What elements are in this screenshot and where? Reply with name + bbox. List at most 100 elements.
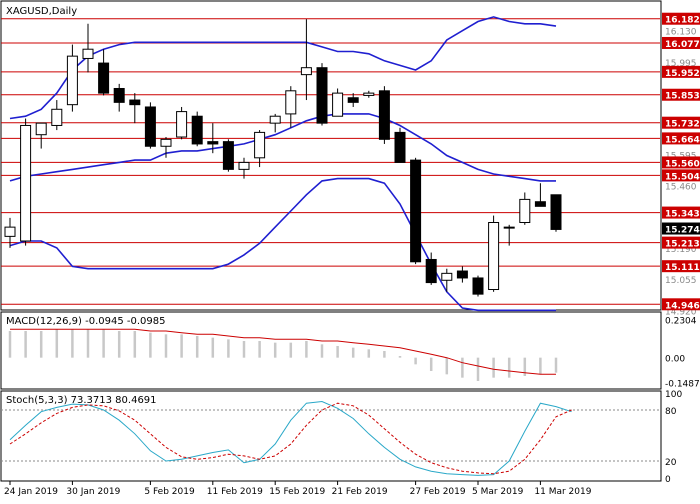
price-axis-label: 16.130 bbox=[665, 28, 697, 38]
current-price-tag: 15.274 bbox=[662, 222, 700, 236]
stochastic-main-line bbox=[9, 400, 572, 476]
level-tag-label: 15.560 bbox=[665, 159, 700, 169]
candle-body bbox=[269, 115, 281, 124]
candle-body bbox=[550, 194, 562, 230]
candle-body bbox=[472, 277, 484, 295]
level-tag-bg bbox=[662, 132, 700, 145]
level-tag-label: 15.732 bbox=[665, 120, 700, 130]
candle-body bbox=[316, 67, 328, 124]
candle-body bbox=[160, 138, 172, 147]
time-axis: 24 Jan 2019 30 Jan 2019 5 Feb 2019 11 Feb 2… bbox=[4, 481, 592, 497]
candle-body bbox=[129, 99, 141, 106]
candle-body bbox=[35, 122, 47, 136]
level-tag-bg bbox=[662, 206, 700, 219]
time-axis-label: 11 Feb 2019 bbox=[207, 487, 263, 497]
macd-panel bbox=[0, 311, 662, 390]
candle-body bbox=[441, 272, 453, 281]
candle-body bbox=[456, 270, 468, 279]
macd-axis: 0.2304 0.00 -0.1487 bbox=[665, 316, 700, 389]
level-tag-label: 16.182 bbox=[665, 16, 700, 26]
candle-body bbox=[503, 226, 515, 229]
time-axis-label: 5 Mar 2019 bbox=[472, 487, 524, 497]
stochastic-title: Stoch(5,3,3) 73.3713 80.4691 bbox=[6, 395, 157, 406]
bollinger-bands bbox=[9, 16, 557, 312]
level-tag-label: 15.343 bbox=[665, 210, 700, 220]
stochastic-plot bbox=[1, 400, 660, 476]
level-tag-bg bbox=[662, 65, 700, 78]
macd-axis-label: -0.1487 bbox=[665, 379, 700, 389]
bollinger-lower-line bbox=[9, 177, 556, 312]
candle-body bbox=[144, 106, 156, 147]
candle-body bbox=[347, 97, 359, 103]
candle-body bbox=[222, 141, 234, 170]
level-tag-bg bbox=[662, 36, 700, 49]
level-tag-label: 15.504 bbox=[665, 172, 700, 182]
price-axis-label: 15.595 bbox=[665, 151, 697, 161]
chart-title: XAGUSD,Daily bbox=[6, 6, 77, 17]
level-tag-bg bbox=[662, 12, 700, 25]
candle-body bbox=[534, 201, 546, 207]
candle-body bbox=[113, 87, 125, 103]
price-axis: 16.130 15.995 15.595 15.460 15.190 15.055 14.9… bbox=[665, 28, 697, 318]
current-price-bg bbox=[662, 222, 700, 235]
level-tag-label: 15.664 bbox=[665, 135, 700, 145]
time-axis-label: 24 Jan 2019 bbox=[4, 487, 58, 497]
time-axis-label: 27 Feb 2019 bbox=[410, 487, 466, 497]
macd-signal-line bbox=[10, 328, 556, 375]
candle-body bbox=[300, 67, 312, 76]
level-tag-bg bbox=[662, 116, 700, 129]
stochastic-axis-label: 20 bbox=[665, 458, 677, 468]
main-chart-panel bbox=[0, 0, 662, 311]
time-axis-label: 5 Feb 2019 bbox=[144, 487, 195, 497]
macd-axis-label: 0.2304 bbox=[665, 316, 697, 326]
candle-body bbox=[207, 141, 219, 145]
level-tag-label: 15.952 bbox=[665, 69, 700, 79]
candle-body bbox=[254, 131, 266, 159]
candle-body bbox=[332, 92, 344, 117]
candle-body bbox=[378, 90, 390, 140]
macd-axis-label: 0.00 bbox=[665, 355, 685, 365]
current-price-label: 15.274 bbox=[665, 226, 700, 236]
candle-body bbox=[410, 159, 422, 263]
time-axis-label: 15 Feb 2019 bbox=[269, 487, 325, 497]
candlesticks bbox=[4, 19, 562, 297]
price-axis-label: 15.460 bbox=[665, 183, 697, 193]
price-axis-label: 15.190 bbox=[665, 245, 697, 255]
stochastic-axis: 100 80 20 0 bbox=[665, 390, 682, 485]
time-axis-label: 30 Jan 2019 bbox=[66, 487, 120, 497]
candle-body bbox=[20, 124, 32, 242]
level-tag-label: 15.111 bbox=[665, 263, 700, 273]
time-axis-label: 11 Mar 2019 bbox=[534, 487, 591, 497]
level-tag-bg bbox=[662, 298, 700, 311]
level-tag-bg bbox=[662, 156, 700, 169]
stochastic-axis-label: 100 bbox=[665, 390, 682, 400]
candle-body bbox=[238, 161, 250, 170]
price-axis-label: 15.055 bbox=[665, 276, 697, 286]
price-axis-label: 15.995 bbox=[665, 59, 697, 69]
candle-body bbox=[285, 90, 297, 115]
bollinger-middle-line bbox=[9, 113, 556, 182]
level-tag-label: 15.213 bbox=[665, 240, 700, 250]
price-axis-label: 14.920 bbox=[665, 307, 697, 317]
stochastic-axis-label: 80 bbox=[665, 407, 677, 417]
level-price-tags: 16.182 16.077 15.952 15.853 15.732 15.664 15.5… bbox=[662, 12, 700, 311]
level-tag-bg bbox=[662, 236, 700, 249]
candle-body bbox=[98, 62, 110, 94]
stochastic-signal-line bbox=[9, 402, 572, 475]
level-tag-bg bbox=[662, 169, 700, 182]
candle-body bbox=[176, 111, 188, 138]
candle-body bbox=[51, 108, 63, 126]
level-tag-bg bbox=[662, 88, 700, 101]
macd-plot bbox=[8, 328, 558, 381]
bollinger-upper-line bbox=[9, 16, 557, 120]
level-tag-label: 15.853 bbox=[665, 92, 700, 102]
candle-body bbox=[425, 258, 437, 284]
candle-body bbox=[519, 198, 531, 224]
candle-body bbox=[82, 48, 94, 59]
level-tag-label: 14.946 bbox=[665, 301, 700, 311]
candle-body bbox=[4, 226, 16, 237]
stochastic-axis-label: 0 bbox=[665, 475, 671, 485]
macd-title: MACD(12,26,9) -0.0945 -0.0985 bbox=[6, 316, 166, 327]
